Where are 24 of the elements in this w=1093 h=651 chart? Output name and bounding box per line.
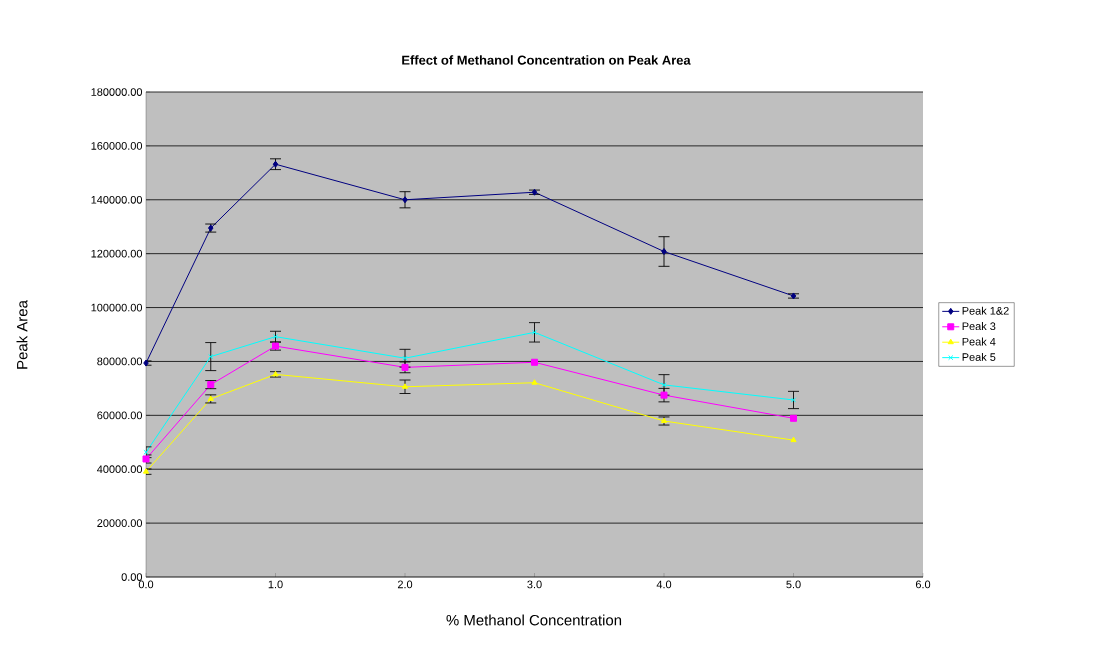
chart-title: Effect of Methanol Concentration on Peak Area (402, 55, 691, 65)
x-tick-label: 2.0 (397, 580, 413, 589)
x-tick-label: 6.0 (915, 580, 931, 589)
y-tick-label: 120000.00 (91, 249, 143, 258)
y-tick-label: 60000.00 (97, 411, 143, 420)
x-tick-label: 4.0 (656, 580, 672, 589)
x-tick-label: 0.0 (138, 580, 154, 589)
x-axis-title: % Methanol Concentration (446, 614, 622, 626)
y-tick-label: 20000.00 (97, 519, 143, 527)
legend-label: Peak 5 (962, 352, 996, 361)
x-tick-label: 5.0 (786, 580, 801, 589)
legend-label: Peak 3 (962, 322, 996, 331)
x-tick-label: 1.0 (268, 580, 283, 589)
y-tick-label: 180000.00 (91, 88, 143, 96)
legend-label: Peak 4 (962, 337, 996, 346)
legend-label: Peak 1&2 (962, 306, 1009, 315)
y-tick-label: 140000.00 (91, 195, 143, 204)
y-tick-label: 0.00 (121, 573, 143, 581)
y-axis-title: Peak Area (16, 300, 28, 369)
y-tick-label: 80000.00 (97, 357, 143, 366)
y-tick-label: 160000.00 (91, 142, 143, 150)
x-tick-label: 3.0 (527, 580, 542, 589)
y-tick-label: 40000.00 (97, 465, 143, 474)
y-tick-label: 100000.00 (91, 303, 143, 312)
